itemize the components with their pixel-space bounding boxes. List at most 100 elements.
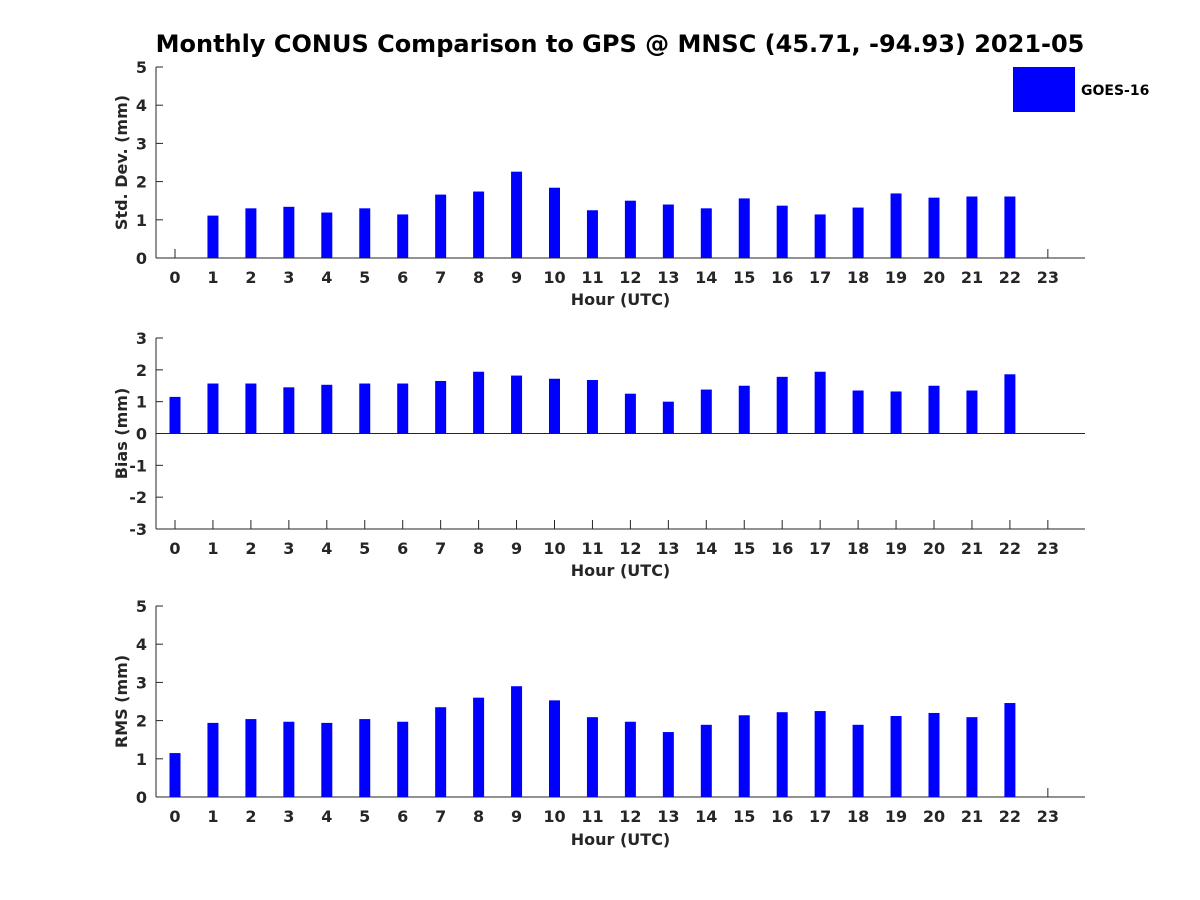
- x-tick-label: 3: [283, 268, 294, 287]
- x-tick-label: 20: [923, 807, 945, 826]
- bar: [890, 193, 902, 258]
- bar: [662, 732, 674, 797]
- y-tick-label: 0: [136, 788, 147, 807]
- bar: [928, 712, 940, 797]
- x-tick-label: 18: [847, 268, 869, 287]
- bar: [283, 721, 295, 797]
- x-tick-label: 15: [733, 807, 755, 826]
- x-tick-label: 15: [733, 268, 755, 287]
- x-tick-label: 21: [961, 807, 983, 826]
- bar: [776, 376, 788, 434]
- x-tick-label: 20: [923, 268, 945, 287]
- x-tick-label: 22: [999, 807, 1021, 826]
- y-tick-label: 2: [136, 712, 147, 731]
- y-tick-label: 1: [136, 393, 147, 412]
- bar: [397, 214, 409, 258]
- bar: [738, 198, 750, 258]
- bar: [549, 187, 560, 258]
- x-tick-label: 17: [809, 539, 831, 558]
- bar: [852, 207, 864, 258]
- x-tick-label: 17: [809, 268, 831, 287]
- x-axis-label: Hour (UTC): [571, 830, 671, 849]
- y-tick-label: 2: [136, 173, 147, 192]
- x-tick-label: 20: [923, 539, 945, 558]
- x-tick-label: 18: [847, 807, 869, 826]
- bar: [473, 371, 485, 434]
- bar: [207, 722, 219, 797]
- bar: [435, 194, 447, 258]
- bar: [700, 389, 712, 434]
- x-tick-label: 19: [885, 539, 907, 558]
- x-tick-label: 15: [733, 539, 755, 558]
- chart-title: Monthly CONUS Comparison to GPS @ MNSC (…: [155, 30, 1085, 58]
- x-tick-label: 1: [207, 268, 218, 287]
- x-tick-label: 4: [321, 539, 332, 558]
- x-tick-label: 22: [999, 268, 1021, 287]
- x-tick-label: 3: [283, 539, 294, 558]
- y-tick-label: -1: [129, 456, 147, 475]
- bar: [511, 686, 523, 797]
- x-tick-label: 5: [359, 807, 370, 826]
- x-tick-label: 13: [657, 268, 679, 287]
- bar: [1004, 374, 1016, 434]
- bar: [397, 721, 409, 797]
- x-tick-label: 16: [771, 268, 793, 287]
- y-tick-label: 3: [136, 673, 147, 692]
- x-tick-label: 13: [657, 807, 679, 826]
- x-tick-label: 11: [581, 539, 603, 558]
- y-tick-label: 5: [136, 597, 147, 616]
- bar: [245, 208, 257, 258]
- x-tick-label: 1: [207, 539, 218, 558]
- x-tick-label: 0: [169, 807, 180, 826]
- x-tick-label: 23: [1037, 539, 1059, 558]
- bar: [738, 385, 750, 434]
- x-tick-label: 19: [885, 268, 907, 287]
- bar: [624, 200, 636, 258]
- bar: [321, 722, 333, 797]
- bar: [814, 214, 826, 258]
- bar: [321, 384, 333, 434]
- x-tick-label: 14: [695, 268, 717, 287]
- bar: [890, 716, 902, 797]
- x-tick-label: 11: [581, 268, 603, 287]
- x-tick-label: 8: [473, 539, 484, 558]
- bar: [435, 380, 447, 434]
- bar: [814, 711, 826, 797]
- x-tick-label: 21: [961, 268, 983, 287]
- bar: [662, 204, 674, 258]
- bar: [700, 208, 712, 258]
- x-tick-label: 10: [543, 807, 565, 826]
- x-tick-label: 10: [543, 539, 565, 558]
- y-tick-label: 4: [136, 96, 147, 115]
- x-tick-label: 14: [695, 807, 717, 826]
- x-tick-label: 12: [619, 268, 641, 287]
- x-tick-label: 8: [473, 268, 484, 287]
- bar: [169, 753, 181, 797]
- bar: [359, 383, 371, 434]
- x-tick-label: 18: [847, 539, 869, 558]
- bar: [1004, 196, 1016, 258]
- y-tick-label: 0: [136, 425, 147, 444]
- bar: [549, 700, 560, 797]
- x-tick-label: 11: [581, 807, 603, 826]
- bar: [700, 724, 712, 797]
- bar: [738, 715, 750, 797]
- x-tick-label: 6: [397, 539, 408, 558]
- bar: [928, 197, 940, 258]
- x-tick-label: 9: [511, 268, 522, 287]
- y-tick-label: 3: [136, 134, 147, 153]
- x-tick-label: 0: [169, 539, 180, 558]
- bar: [586, 717, 598, 797]
- bar: [890, 391, 902, 434]
- bar: [586, 380, 598, 434]
- bar: [966, 717, 978, 797]
- y-tick-label: -2: [129, 488, 147, 507]
- y-tick-label: 1: [136, 211, 147, 230]
- x-tick-label: 4: [321, 807, 332, 826]
- bar: [966, 390, 978, 434]
- x-tick-label: 4: [321, 268, 332, 287]
- bar: [473, 191, 485, 258]
- x-tick-label: 3: [283, 807, 294, 826]
- bar: [321, 212, 333, 258]
